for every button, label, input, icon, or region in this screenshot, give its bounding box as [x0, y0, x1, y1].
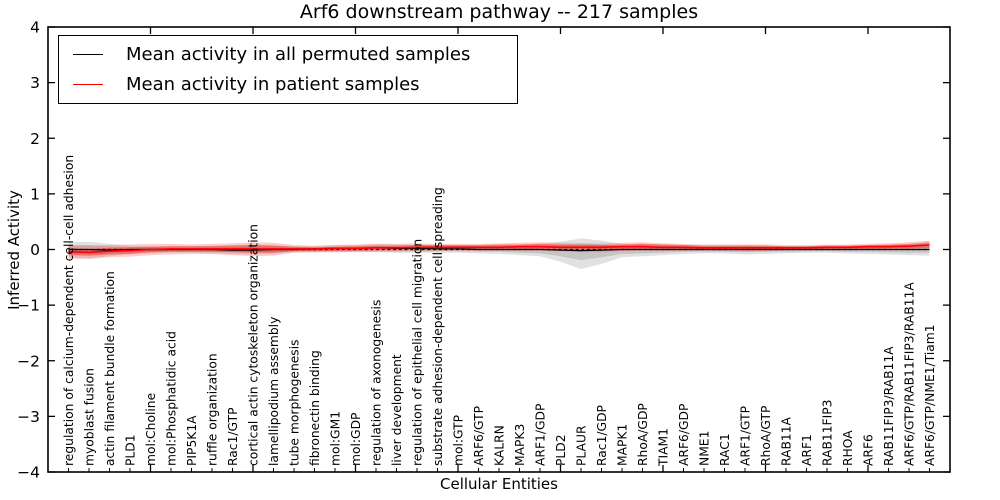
category-label: KALRN	[493, 425, 507, 466]
legend-label-permuted: Mean activity in all permuted samples	[126, 44, 471, 65]
category-label: RhoA/GDP	[636, 403, 650, 466]
y-tick-label: 3	[30, 74, 40, 92]
category-label: PIP5K1A	[185, 415, 199, 466]
line-patient-mean	[68, 244, 930, 254]
category-label: lamellipodium assembly	[267, 317, 281, 466]
category-label: ARF6/GTP/NME1/Tiam1	[923, 324, 937, 466]
category-label: ARF6/GTP/RAB11FIP3/RAB11A	[903, 282, 917, 466]
legend-line-swatch-red	[73, 84, 103, 85]
category-label: MAPK3	[513, 424, 527, 466]
category-label: regulation of calcium-dependent cell-cel…	[62, 155, 76, 466]
legend-line-swatch-black	[73, 54, 103, 55]
y-tick-label: −1	[17, 297, 40, 315]
category-label: ARF6/GTP	[472, 406, 486, 466]
band-permuted-spread-outer	[68, 238, 930, 269]
category-label: NME1	[698, 431, 712, 466]
legend-item-patient: Mean activity in patient samples	[73, 74, 511, 95]
category-label: RAC1	[718, 433, 732, 466]
category-label: ARF6/GDP	[677, 404, 691, 466]
category-label: ARF1	[800, 434, 814, 466]
category-label: regulation of axonogenesis	[370, 300, 384, 466]
category-label: cortical actin cytoskeleton organization	[247, 224, 261, 466]
y-tick-label: −2	[17, 352, 40, 370]
category-label: Rac1/GTP	[226, 407, 240, 466]
category-label: myoblast fusion	[83, 368, 97, 466]
category-label: RHOA	[841, 430, 855, 466]
y-tick-label: 2	[30, 130, 40, 148]
legend-label-patient: Mean activity in patient samples	[126, 74, 420, 95]
category-label: TIAM1	[657, 428, 671, 467]
category-label: Rac1/GDP	[595, 405, 609, 466]
category-label: RAB11FIP3	[821, 400, 835, 466]
category-label: RhoA/GTP	[759, 406, 773, 466]
category-label: ARF1/GDP	[534, 404, 548, 466]
category-label: mol:GM1	[329, 411, 343, 466]
category-label: mol:Phosphatidic acid	[165, 331, 179, 466]
category-label: fibronectin binding	[308, 350, 322, 466]
chart-title: Arf6 downstream pathway -- 217 samples	[299, 1, 699, 23]
y-tick-label: 0	[30, 241, 40, 259]
category-label: actin filament bundle formation	[103, 271, 117, 466]
y-tick-label: −4	[17, 464, 40, 482]
category-label: tube morphogenesis	[288, 339, 302, 466]
category-label: liver development	[390, 354, 404, 466]
y-tick-label: −3	[17, 408, 40, 426]
y-tick-label: 4	[30, 19, 40, 37]
category-label: PLD2	[554, 434, 568, 466]
category-label: MAPK1	[616, 424, 630, 466]
category-label: ARF1/GTP	[739, 406, 753, 466]
category-label: mol:GDP	[349, 413, 363, 466]
category-label: ARF6	[862, 434, 876, 466]
category-label: ruffle organization	[206, 353, 220, 466]
category-label: mol:Choline	[144, 393, 158, 466]
y-tick-label: 1	[30, 185, 40, 203]
category-label: substrate adhesion-dependent cell spread…	[431, 187, 445, 466]
category-label: PLD1	[124, 434, 138, 466]
x-axis-label: Cellular Entities	[440, 475, 558, 493]
category-label: RAB11FIP3/RAB11A	[882, 346, 896, 466]
category-label: PLAUR	[575, 425, 589, 466]
category-label: RAB11A	[780, 416, 794, 466]
category-label: mol:GTP	[452, 415, 466, 466]
category-label: regulation of epithelial cell migration	[411, 239, 425, 466]
legend-item-permuted: Mean activity in all permuted samples	[73, 44, 511, 65]
legend: Mean activity in all permuted samples Me…	[58, 35, 518, 104]
